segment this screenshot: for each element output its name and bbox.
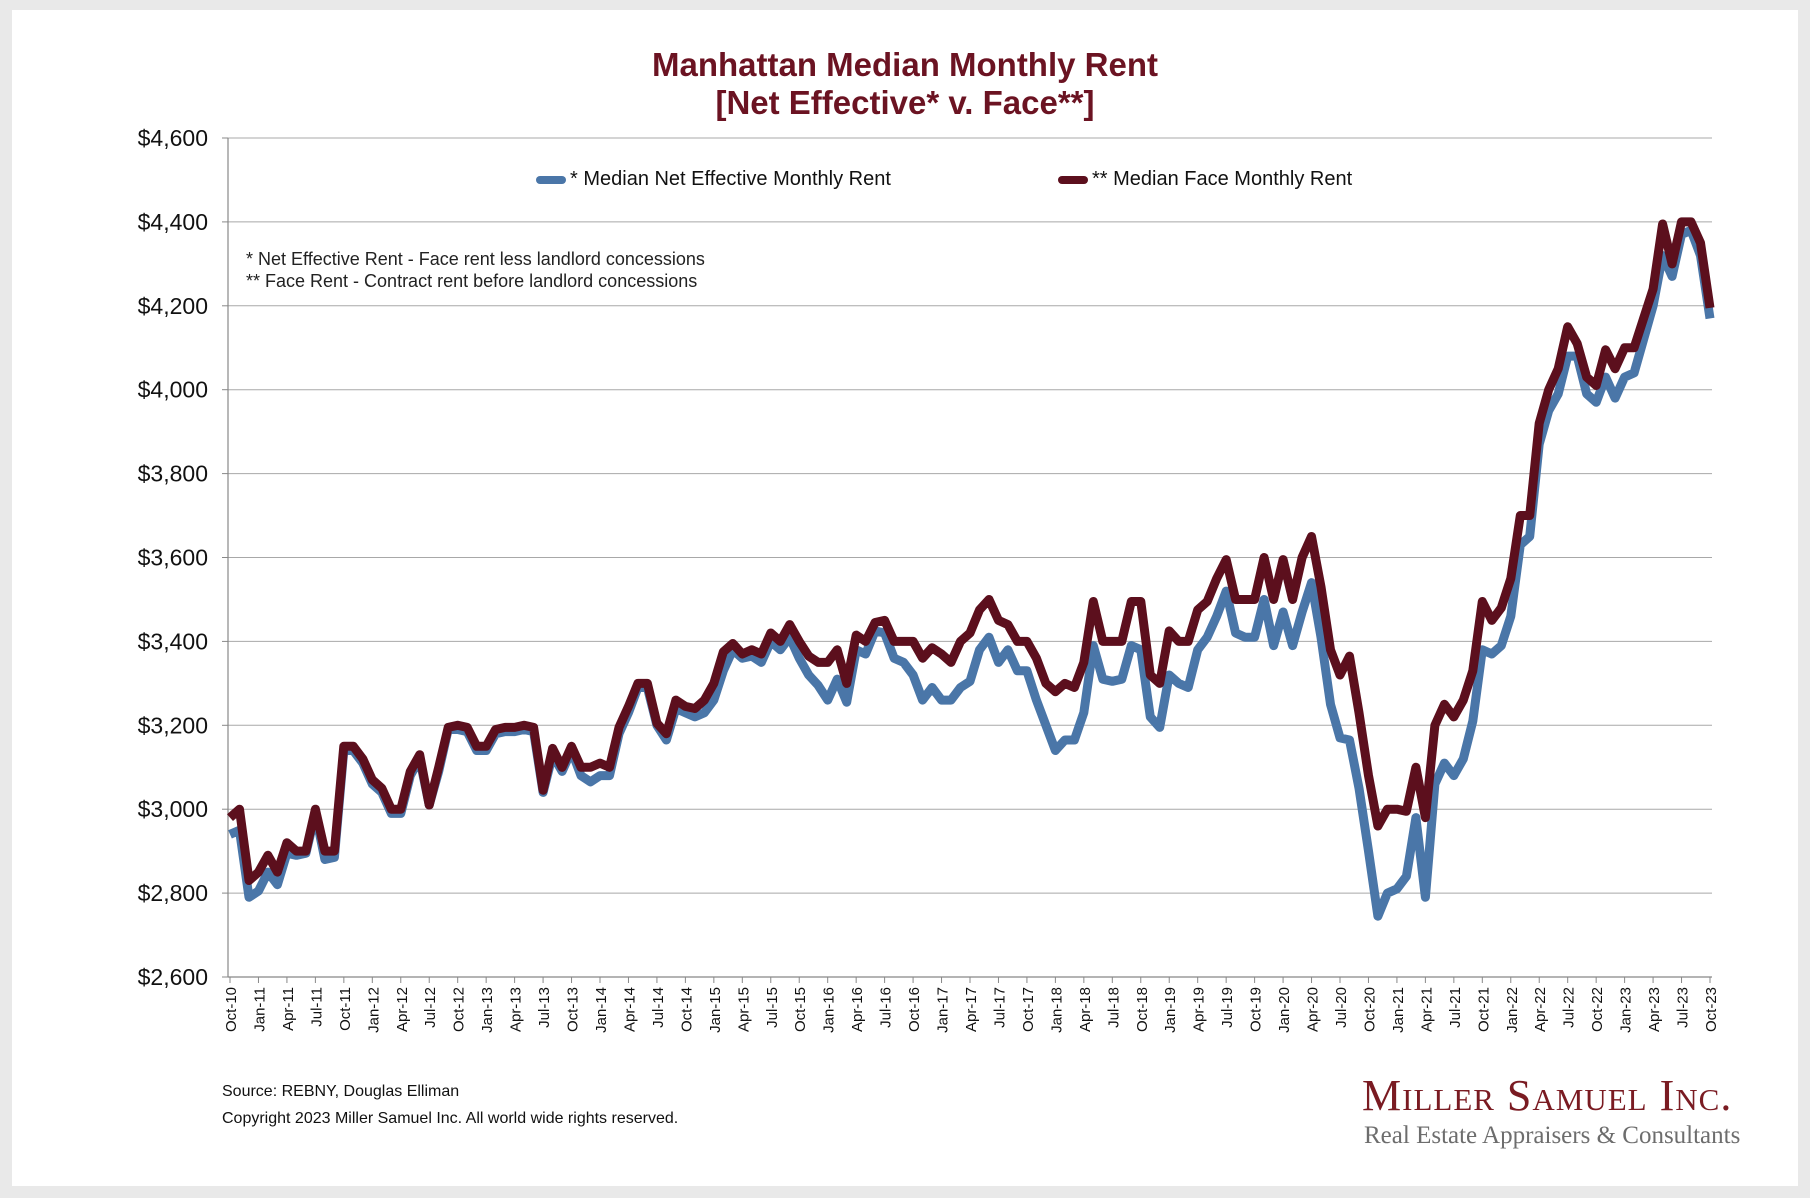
axes xyxy=(222,137,1712,983)
x-tick-label: Oct-13 xyxy=(565,987,582,1032)
x-tick-label: Jan-22 xyxy=(1504,987,1521,1033)
chart-title: Manhattan Median Monthly Rent xyxy=(652,46,1158,83)
x-tick-label: Oct-23 xyxy=(1703,987,1720,1032)
x-tick-label: Jul-21 xyxy=(1447,987,1464,1028)
x-tick-label: Oct-11 xyxy=(337,987,354,1031)
legend-item-face: ** Median Face Monthly Rent xyxy=(1058,168,1352,191)
source-text: Source: REBNY, Douglas Elliman xyxy=(222,1083,460,1100)
x-tick-label: Apr-21 xyxy=(1418,987,1435,1032)
x-tick-label: Oct-18 xyxy=(1134,987,1151,1032)
x-tick-label: Jul-20 xyxy=(1333,987,1350,1028)
x-tick-label: Jul-23 xyxy=(1675,987,1692,1028)
x-tick-label: Jul-22 xyxy=(1561,987,1578,1028)
y-tick-label: $4,600 xyxy=(138,125,208,151)
legend-swatch-face xyxy=(1058,175,1088,184)
x-tick-label: Apr-19 xyxy=(1191,987,1208,1032)
x-tick-label: Oct-19 xyxy=(1248,987,1265,1032)
copyright-text: Copyright 2023 Miller Samuel Inc. All wo… xyxy=(222,1110,679,1127)
y-tick-label: $2,800 xyxy=(138,880,208,906)
x-tick-label: Jan-19 xyxy=(1162,987,1179,1033)
x-tick-label: Jul-13 xyxy=(536,987,553,1028)
x-tick-label: Oct-10 xyxy=(223,987,240,1032)
x-tick-label: Jan-20 xyxy=(1276,987,1293,1033)
chart-subtitle: [Net Effective* v. Face**] xyxy=(715,84,1095,121)
gridlines xyxy=(228,137,1712,894)
y-tick-label: $3,600 xyxy=(138,545,208,571)
legend-item-net-effective: * Median Net Effective Monthly Rent xyxy=(536,168,891,191)
x-tick-label: Oct-15 xyxy=(792,987,809,1032)
x-tick-label: Jul-16 xyxy=(878,987,895,1028)
x-tick-label: Apr-20 xyxy=(1305,987,1322,1032)
x-tick-label: Oct-16 xyxy=(906,987,923,1032)
logo-name: Miller Samuel Inc. xyxy=(1362,1071,1733,1120)
series-line-net-effective xyxy=(228,225,1715,921)
x-tick-label: Apr-14 xyxy=(621,987,638,1032)
x-tick-label: Apr-16 xyxy=(849,987,866,1032)
x-tick-label: Jan-11 xyxy=(251,987,268,1032)
legend-swatch-net-effective xyxy=(536,175,566,184)
x-tick-label: Jan-17 xyxy=(935,987,952,1033)
x-tick-label: Jul-12 xyxy=(422,987,439,1028)
x-tick-label: Jan-21 xyxy=(1390,987,1407,1033)
x-tick-label: Jan-14 xyxy=(593,987,610,1033)
y-tick-label: $3,800 xyxy=(138,461,208,487)
x-tick-label: Jan-15 xyxy=(707,987,724,1033)
x-tick-label: Jul-11 xyxy=(308,987,325,1027)
logo-tagline: Real Estate Appraisers & Consultants xyxy=(1364,1122,1741,1149)
y-tick-label: $4,400 xyxy=(138,209,208,235)
x-tick-label: Jul-18 xyxy=(1105,987,1122,1028)
y-tick-label: $2,600 xyxy=(138,964,208,990)
note-face: ** Face Rent - Contract rent before land… xyxy=(246,271,698,291)
x-tick-label: Apr-17 xyxy=(963,987,980,1032)
x-tick-label: Jan-18 xyxy=(1048,987,1065,1033)
x-tick-label: Jul-15 xyxy=(764,987,781,1028)
x-tick-label: Jul-14 xyxy=(650,987,667,1028)
x-tick-label: Oct-22 xyxy=(1589,987,1606,1032)
x-tick-label: Apr-22 xyxy=(1532,987,1549,1032)
x-tick-label: Oct-20 xyxy=(1361,987,1378,1032)
y-tick-label: $4,000 xyxy=(138,377,208,403)
x-tick-label: Oct-12 xyxy=(451,987,468,1032)
y-tick-label: $3,000 xyxy=(138,796,208,822)
x-tick-label: Apr-12 xyxy=(394,987,411,1032)
x-tick-label: Jan-23 xyxy=(1618,987,1635,1033)
legend-label-face: ** Median Face Monthly Rent xyxy=(1092,168,1353,190)
x-tick-label: Apr-13 xyxy=(508,987,525,1032)
x-tick-label: Oct-21 xyxy=(1475,987,1492,1032)
x-tick-label: Apr-15 xyxy=(735,987,752,1032)
x-tick-label: Apr-18 xyxy=(1077,987,1094,1032)
series-line-face xyxy=(227,217,1715,885)
x-tick-labels: Oct-10 Jan-11 Apr-11 Jul-11 Oct-11 Jan-12 Apr-… xyxy=(223,987,1720,1033)
legend-label-net-effective: * Median Net Effective Monthly Rent xyxy=(570,168,891,190)
note-net-effective: * Net Effective Rent - Face rent less la… xyxy=(246,249,705,269)
x-tick-label: Apr-23 xyxy=(1646,987,1663,1032)
x-tick-label: Jan-12 xyxy=(365,987,382,1033)
x-tick-label: Jan-13 xyxy=(479,987,496,1033)
y-tick-label: $3,200 xyxy=(138,712,208,738)
x-tick-label: Jul-19 xyxy=(1219,987,1236,1028)
x-tick-label: Jan-16 xyxy=(821,987,838,1033)
x-tick-label: Oct-17 xyxy=(1020,987,1037,1032)
y-tick-label: $3,400 xyxy=(138,628,208,654)
x-tick-label: Oct-14 xyxy=(678,987,695,1032)
series-lines xyxy=(227,217,1715,921)
y-tick-label: $4,200 xyxy=(138,293,208,319)
x-tick-label: Apr-11 xyxy=(280,987,297,1031)
y-tick-labels: $2,600 $2,800 $3,000 $3,200 $3,400 $3,600 $3,8… xyxy=(138,125,208,990)
x-tick-label: Jul-17 xyxy=(991,987,1008,1028)
